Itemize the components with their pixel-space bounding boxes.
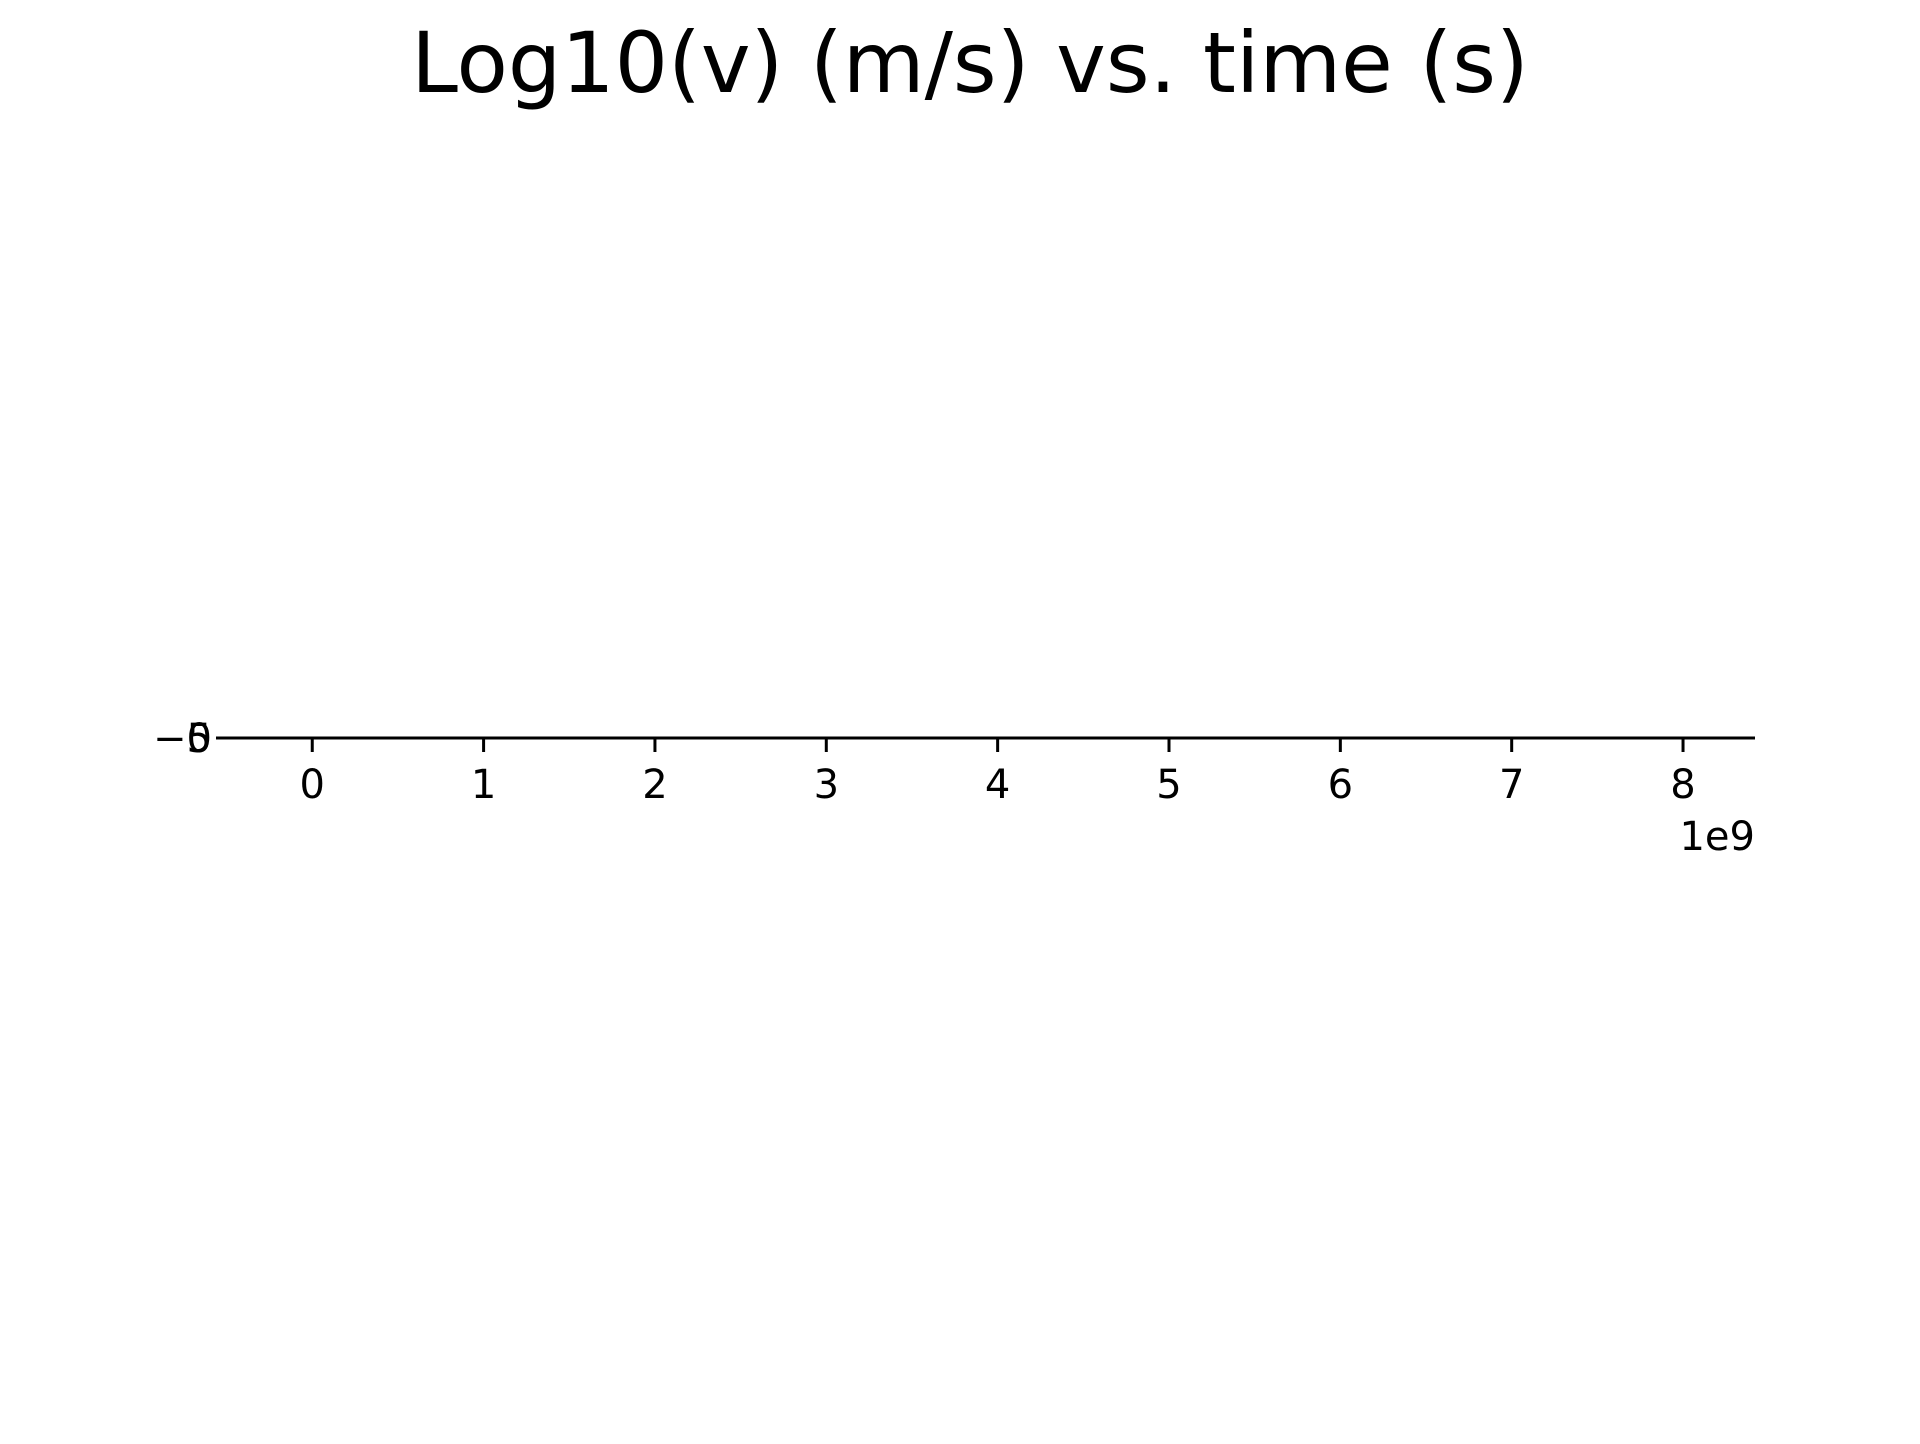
x-tick-label: 7 — [1499, 762, 1524, 808]
y-tick-label: 0 — [187, 716, 212, 762]
x-axis-ticks: 0 1 2 3 4 5 6 7 8 — [300, 738, 1696, 808]
chart-title: Log10(v) (m/s) vs. time (s) — [411, 14, 1529, 112]
x-axis-offset-label: 1e9 — [1679, 814, 1755, 860]
x-tick-label: 8 — [1670, 762, 1695, 808]
x-tick-label: 6 — [1328, 762, 1353, 808]
x-tick-label: 2 — [642, 762, 667, 808]
x-tick-label: 4 — [985, 762, 1010, 808]
x-tick-label: 3 — [814, 762, 839, 808]
x-tick-label: 5 — [1156, 762, 1181, 808]
y-axis-ticks: 0−5 — [153, 716, 230, 762]
x-tick-label: 1 — [471, 762, 496, 808]
y-tick-label: −5 — [153, 716, 212, 762]
x-tick-label: 0 — [300, 762, 325, 808]
